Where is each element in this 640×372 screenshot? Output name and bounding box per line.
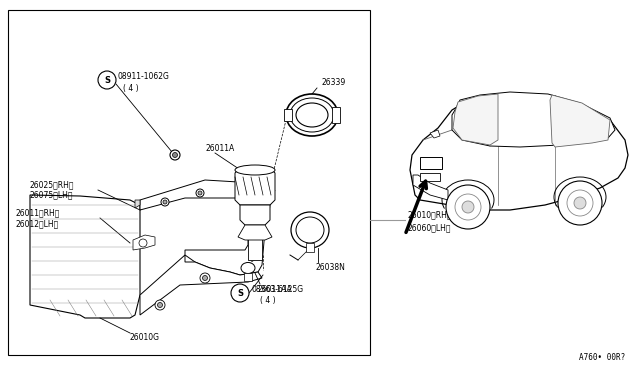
Polygon shape [453,94,498,145]
Ellipse shape [296,103,328,127]
Polygon shape [140,180,258,210]
Circle shape [157,302,163,308]
Text: 26011（RH）: 26011（RH） [16,208,60,218]
Polygon shape [133,235,155,250]
Circle shape [200,273,210,283]
Circle shape [163,200,167,204]
Text: S: S [104,76,110,84]
Polygon shape [140,255,262,315]
Circle shape [455,194,481,220]
Text: 26025（RH）: 26025（RH） [30,180,74,189]
Ellipse shape [290,98,334,132]
Circle shape [173,153,177,157]
Text: 26038N: 26038N [315,263,345,273]
Text: 08363-6125G: 08363-6125G [251,285,303,294]
Circle shape [161,198,169,206]
Circle shape [574,197,586,209]
Text: 26060（LH）: 26060（LH） [408,224,451,232]
Ellipse shape [235,165,275,175]
Circle shape [558,181,602,225]
Circle shape [198,191,202,195]
Polygon shape [306,243,314,252]
Bar [8,10,370,355]
Bar [420,157,442,169]
Polygon shape [240,205,270,225]
Polygon shape [30,195,140,318]
Polygon shape [238,225,272,240]
Text: 26339: 26339 [322,77,346,87]
Text: ( 4 ): ( 4 ) [260,296,276,305]
Text: 26010G: 26010G [130,334,160,343]
Text: 08911-1062G: 08911-1062G [118,71,170,80]
Bar [332,107,340,123]
Circle shape [462,201,474,213]
Bar [284,109,292,121]
Polygon shape [235,168,275,205]
Text: S: S [237,289,243,298]
Polygon shape [413,175,448,200]
Bar [248,220,262,260]
Ellipse shape [241,263,255,273]
Text: A760• 00R?: A760• 00R? [579,353,625,362]
Circle shape [202,276,207,280]
Polygon shape [410,95,628,210]
Polygon shape [550,95,610,147]
Text: 26011A: 26011A [205,144,234,153]
Polygon shape [185,195,265,275]
Polygon shape [452,92,615,147]
Circle shape [446,185,490,229]
Ellipse shape [291,212,329,248]
Text: ( 4 ): ( 4 ) [123,83,139,93]
Text: 26012（LH）: 26012（LH） [16,219,60,228]
Bar [420,173,440,181]
Text: 26011AA: 26011AA [258,285,292,295]
Circle shape [139,239,147,247]
Circle shape [196,189,204,197]
Polygon shape [430,130,440,138]
Circle shape [231,284,249,302]
Bar [244,273,252,281]
Circle shape [155,300,165,310]
Polygon shape [135,200,140,208]
Circle shape [170,150,180,160]
Text: 26075（LH）: 26075（LH） [30,190,74,199]
Ellipse shape [286,94,338,136]
Circle shape [567,190,593,216]
Ellipse shape [296,217,324,243]
Text: 26010（RH）: 26010（RH） [408,211,452,219]
Circle shape [98,71,116,89]
